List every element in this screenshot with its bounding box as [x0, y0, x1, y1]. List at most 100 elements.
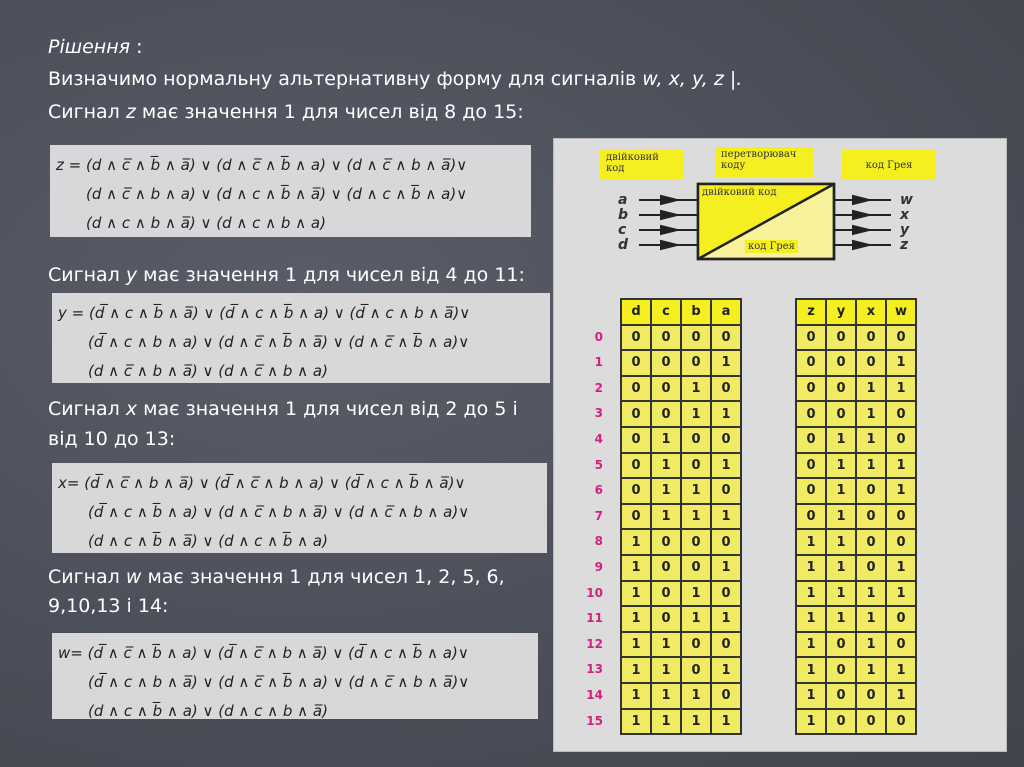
table-cell: 0 [885, 707, 917, 736]
table-cell: 1 [680, 400, 712, 428]
x-description-line2: від 10 до 13: [48, 428, 176, 450]
formula-line: (d̅ ∧ c ∧ b ∧ a̅) ∨ (d ∧ c̅ ∧ b̅ ∧ a) ∨ … [88, 673, 470, 691]
heading-suffix: : [130, 36, 143, 58]
binary-code-label: двійковий код [600, 150, 684, 180]
converter-label: перетворювач коду [715, 147, 813, 177]
table-cell: 0 [710, 528, 742, 556]
column-header: x [855, 298, 887, 326]
row-number: 1 [594, 355, 603, 370]
table-cell: 0 [795, 477, 827, 505]
z-formula-box: z = (d ∧ c̅ ∧ b̅ ∧ a̅) ∨ (d ∧ c̅ ∧ b̅ ∧ … [50, 145, 531, 237]
row-number: 2 [594, 380, 603, 395]
table-cell: 0 [620, 400, 652, 428]
row-number: 3 [594, 406, 603, 421]
w-formula-box: w= (d̅ ∧ c̅ ∧ b̅ ∧ a) ∨ (d̅ ∧ c̅ ∧ b ∧ a… [52, 633, 538, 720]
z-var: z [125, 101, 136, 123]
table-cell: 0 [825, 349, 857, 377]
table-cell: 0 [710, 477, 742, 505]
table-cell: 0 [680, 528, 712, 556]
table-cell: 1 [710, 656, 742, 684]
y-description: Сигнал y має значення 1 для чисел від 4 … [48, 264, 525, 286]
table-cell: 0 [680, 425, 712, 454]
table-cell: 1 [885, 477, 917, 505]
table-cell: 1 [885, 349, 917, 377]
table-cell: 0 [710, 579, 742, 608]
box-binary-label: двійковий код [702, 187, 777, 198]
table-cell: 1 [620, 681, 652, 710]
table-cell: 1 [795, 579, 827, 608]
column-header: c [650, 298, 682, 326]
table-cell: 0 [710, 425, 742, 454]
table-cell: 0 [825, 707, 857, 736]
table-cell: 0 [855, 477, 887, 505]
output-x: x [900, 207, 910, 223]
table-cell: 1 [795, 681, 827, 710]
table-cell: 1 [710, 502, 742, 531]
table-cell: 1 [650, 681, 682, 710]
formula-line: (d ∧ c ∧ b ∧ a̅) ∨ (d ∧ c ∧ b ∧ a) [86, 214, 326, 232]
table-cell: 0 [795, 451, 827, 480]
output-y: y [900, 222, 910, 238]
diagonal-line [697, 182, 835, 261]
table-cell: 1 [855, 605, 887, 633]
table-cell: 0 [795, 400, 827, 428]
row-number: 6 [594, 483, 603, 498]
table-cell: 0 [825, 400, 857, 428]
formula-line: w= (d̅ ∧ c̅ ∧ b̅ ∧ a) ∨ (d̅ ∧ c̅ ∧ b ∧ a… [58, 644, 469, 662]
y-var: y [125, 264, 138, 286]
table-cell: 1 [680, 605, 712, 633]
table-cell: 1 [620, 579, 652, 608]
y-formula-box: y = (d̅ ∧ c ∧ b̅ ∧ a̅) ∨ (d̅ ∧ c ∧ b̅ ∧ … [52, 293, 550, 383]
input-d: d [618, 237, 629, 253]
table-cell: 1 [795, 605, 827, 633]
table-cell: 1 [795, 553, 827, 582]
table-cell: 0 [825, 323, 857, 352]
table-cell: 1 [855, 425, 887, 454]
table-cell: 0 [650, 605, 682, 633]
table-cell: 0 [710, 630, 742, 659]
table-cell: 1 [855, 400, 887, 428]
z-pre: Сигнал [48, 101, 126, 123]
table-cell: 1 [885, 553, 917, 582]
table-cell: 1 [855, 374, 887, 403]
table-cell: 1 [650, 707, 682, 736]
table-cell: 0 [855, 323, 887, 352]
row-number: 5 [594, 457, 603, 472]
table-cell: 1 [855, 630, 887, 659]
input-c: c [618, 222, 627, 238]
converter-diagram [639, 182, 891, 261]
w-description: Сигнал w має значення 1 для чисел 1, 2, … [48, 566, 505, 588]
table-cell: 0 [680, 323, 712, 352]
table-cell: 1 [825, 502, 857, 531]
column-header: w [885, 298, 917, 326]
formula-line: x= (d̅ ∧ c̅ ∧ b ∧ a̅) ∨ (d̅ ∧ c̅ ∧ b ∧ a… [58, 474, 466, 492]
table-cell: 0 [710, 374, 742, 403]
table-cell: 1 [855, 579, 887, 608]
x-var: x [125, 398, 138, 420]
w-var: w [125, 566, 142, 588]
table-cell: 0 [825, 656, 857, 684]
y-post: має значення 1 для чисел від 4 до 11: [137, 264, 525, 286]
table-cell: 0 [885, 630, 917, 659]
output-z: z [900, 237, 909, 253]
table-cell: 0 [885, 528, 917, 556]
table-cell: 0 [650, 400, 682, 428]
